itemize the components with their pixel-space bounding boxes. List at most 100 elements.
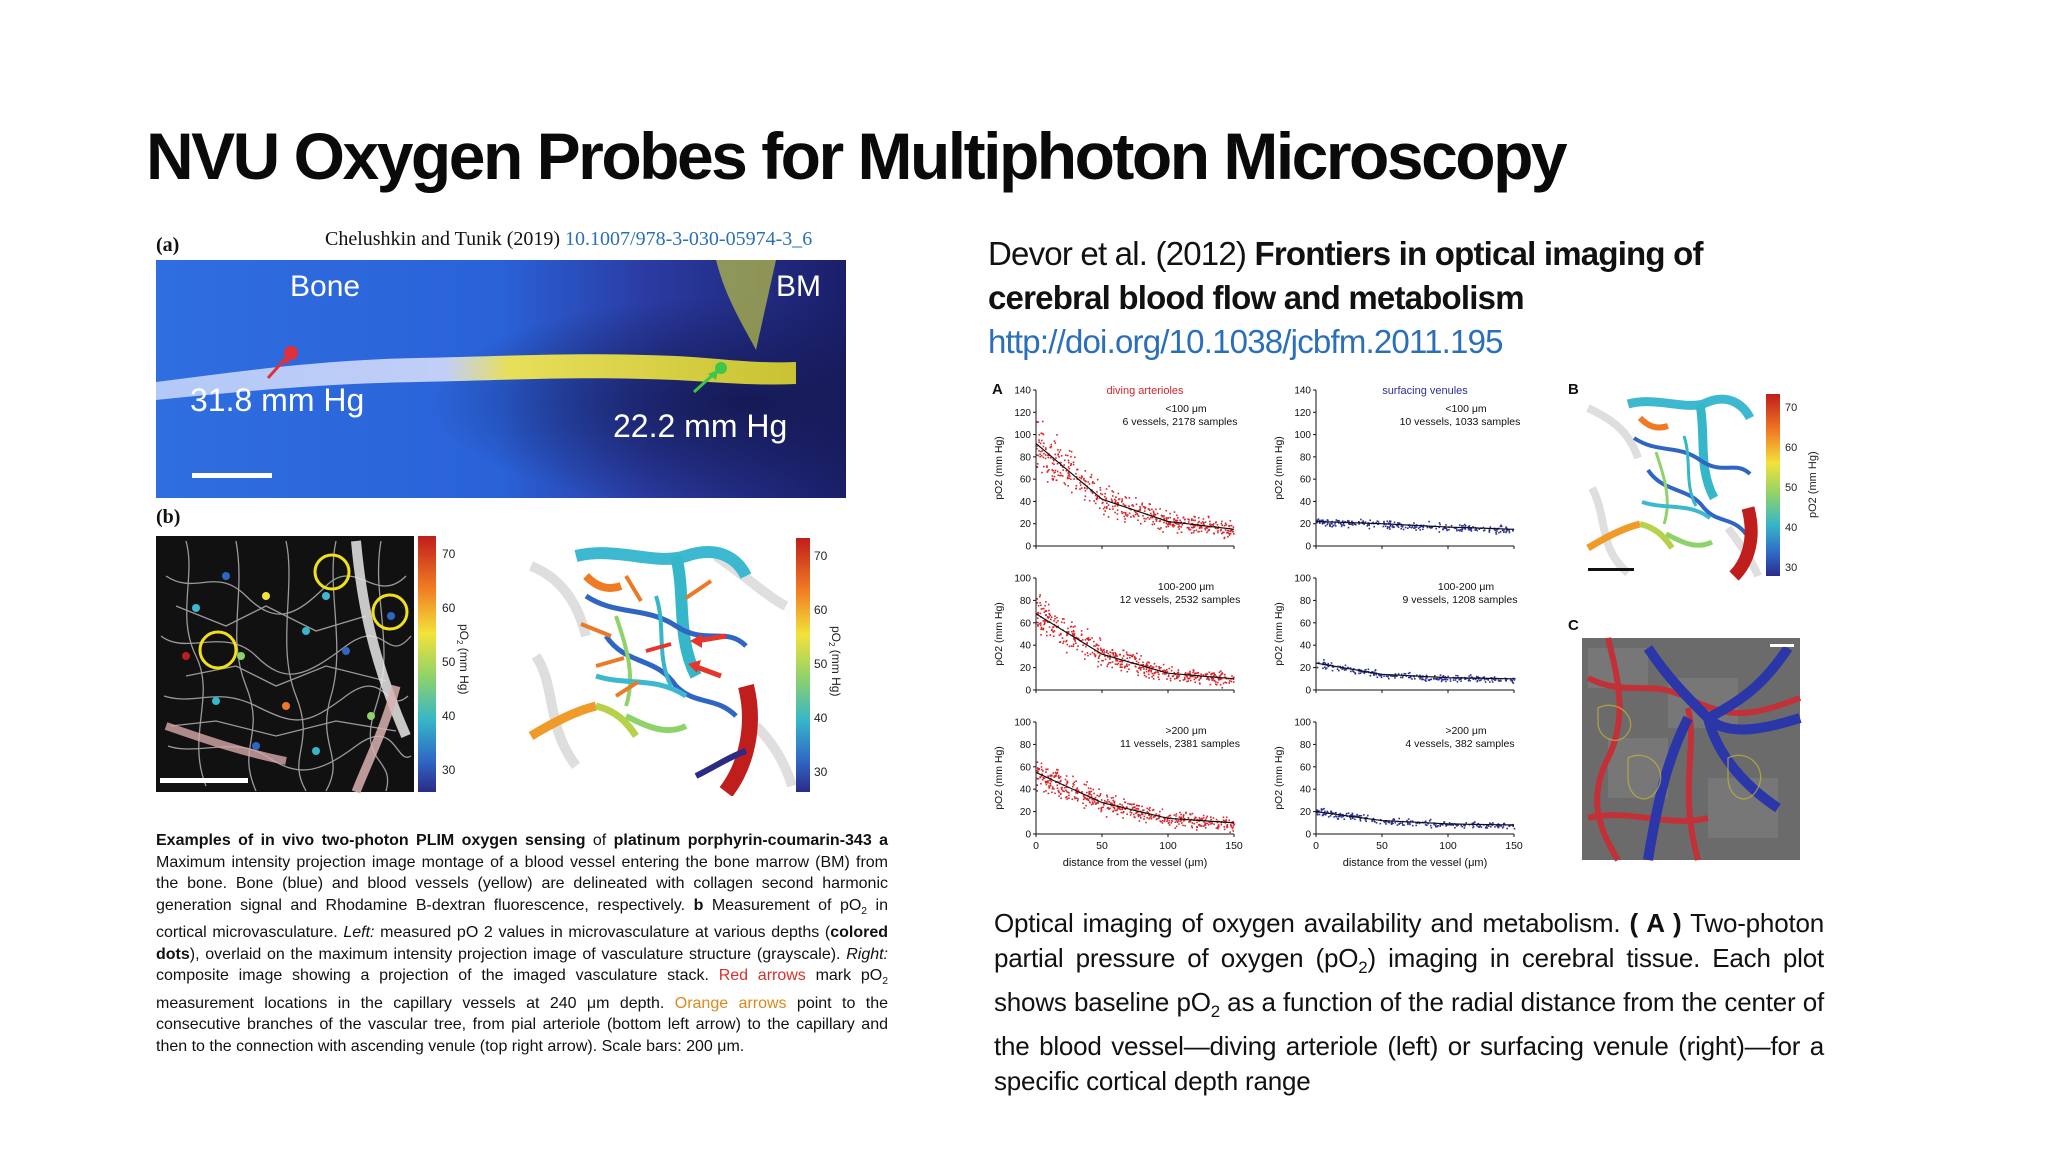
scatter-point bbox=[1320, 809, 1323, 812]
y-tick-label: 40 bbox=[1300, 785, 1312, 796]
scatter-point bbox=[1116, 513, 1119, 515]
scatter-point bbox=[1460, 680, 1462, 682]
scatter-point bbox=[1223, 826, 1226, 828]
label-bone: Bone bbox=[290, 270, 361, 303]
scatter-point bbox=[1189, 528, 1192, 531]
scatter-point bbox=[1094, 645, 1097, 647]
scatter-point bbox=[1055, 457, 1057, 459]
scatter-point bbox=[1191, 526, 1193, 529]
cbar1-tick: 50 bbox=[442, 655, 456, 669]
scatter-point bbox=[1124, 521, 1126, 523]
scatter-point bbox=[1060, 464, 1062, 467]
scatter-point bbox=[1136, 807, 1139, 810]
panel-B-letter: B bbox=[1568, 381, 1579, 398]
orange-arrows-label: Orange arrows bbox=[674, 994, 787, 1012]
scatter-point bbox=[1220, 528, 1222, 531]
right-citation-link[interactable]: http://doi.org/10.1038/jcbfm.2011.195 bbox=[988, 323, 1503, 360]
scatter-point bbox=[1207, 515, 1210, 518]
scatter-point bbox=[1491, 822, 1494, 824]
scatter-point bbox=[1111, 500, 1113, 502]
scatter-point bbox=[1322, 667, 1324, 670]
scatter-point bbox=[1177, 675, 1179, 678]
scatter-point bbox=[1088, 790, 1090, 793]
scatter-point bbox=[1120, 811, 1123, 814]
scatter-point bbox=[1367, 523, 1369, 526]
scatter-point bbox=[1047, 603, 1050, 606]
x-axis-label: distance from the vessel (μm) bbox=[1063, 857, 1208, 869]
scatter-point bbox=[1150, 670, 1152, 673]
scatter-point bbox=[1067, 791, 1069, 794]
y-tick-label: 60 bbox=[1300, 618, 1312, 629]
scatter-point bbox=[1496, 528, 1498, 531]
scatter-point bbox=[1322, 521, 1324, 524]
scatter-point bbox=[1403, 672, 1406, 675]
depth-label: >200 μm bbox=[1165, 725, 1207, 737]
scatter-point bbox=[1376, 676, 1379, 679]
scatter-point bbox=[1316, 813, 1319, 816]
scatter-point bbox=[1435, 527, 1437, 530]
scatter-point bbox=[1191, 825, 1193, 827]
left-citation-doi[interactable]: 10.1007/978-3-030-05974-3_6 bbox=[565, 228, 813, 250]
scatter-point bbox=[1071, 491, 1073, 494]
scatter-point bbox=[1200, 525, 1202, 528]
scatter-point bbox=[1317, 518, 1320, 520]
scatter-point bbox=[1479, 679, 1481, 682]
scatter-point bbox=[1189, 670, 1191, 673]
panel-B-cbar-tick: 30 bbox=[1785, 562, 1797, 574]
scatter-point bbox=[1348, 522, 1350, 525]
scatter-point bbox=[1084, 489, 1087, 492]
scatter-point bbox=[1416, 674, 1418, 677]
scatter-point bbox=[1155, 671, 1157, 673]
scatter-point bbox=[1387, 522, 1390, 524]
scatter-point bbox=[1049, 457, 1052, 459]
scatter-point bbox=[1426, 676, 1428, 679]
scatter-point bbox=[1232, 824, 1235, 827]
scatter-point bbox=[1450, 524, 1453, 527]
scatter-point bbox=[1397, 526, 1400, 528]
left-citation: Chelushkin and Tunik (2019) 10.1007/978-… bbox=[325, 228, 812, 251]
scatter-point bbox=[1472, 826, 1474, 829]
scatter-point bbox=[1109, 508, 1111, 510]
scatter-point bbox=[1493, 528, 1496, 531]
scatter-point bbox=[1046, 481, 1049, 483]
scatter-point bbox=[1112, 508, 1114, 510]
y-tick-label: 140 bbox=[1294, 386, 1311, 397]
scatter-point bbox=[1074, 789, 1077, 791]
scatter-point bbox=[1450, 824, 1452, 826]
scatter-point bbox=[1194, 676, 1196, 678]
scatter-point bbox=[1446, 529, 1449, 531]
scatter-point bbox=[1217, 681, 1219, 684]
scatter-point bbox=[1189, 675, 1192, 678]
scatter-point bbox=[1122, 817, 1124, 819]
scatter-point bbox=[1197, 531, 1199, 533]
scatter-point bbox=[1130, 508, 1132, 511]
scatter-point bbox=[1149, 669, 1151, 671]
scatter-point bbox=[1037, 454, 1040, 457]
scatter-point bbox=[1352, 817, 1354, 820]
scatter-point bbox=[1088, 797, 1091, 799]
scatter-point bbox=[1137, 671, 1139, 674]
scatter-point bbox=[1494, 679, 1496, 681]
scatter-point bbox=[1168, 824, 1171, 826]
scatter-point bbox=[1186, 526, 1189, 529]
scatter-point bbox=[1045, 783, 1048, 786]
scatter-point bbox=[1343, 818, 1346, 820]
scatter-point bbox=[1143, 672, 1146, 675]
y-tick-label: 40 bbox=[1020, 641, 1032, 652]
scatter-point bbox=[1322, 814, 1324, 817]
scatter-point bbox=[1476, 680, 1478, 683]
scatter-point bbox=[1189, 679, 1192, 682]
scatter-point bbox=[1196, 826, 1198, 828]
scatter-point bbox=[1389, 520, 1392, 523]
scatter-point bbox=[1142, 809, 1144, 812]
scatter-point bbox=[1142, 515, 1144, 517]
scatter-point bbox=[1038, 595, 1041, 598]
scatter-point bbox=[1112, 810, 1114, 813]
scatter-point bbox=[1137, 815, 1140, 818]
scatter-point bbox=[1217, 677, 1220, 680]
scatter-point bbox=[1165, 509, 1168, 512]
scatter-point bbox=[1173, 518, 1175, 520]
scatter-point bbox=[1086, 487, 1088, 490]
